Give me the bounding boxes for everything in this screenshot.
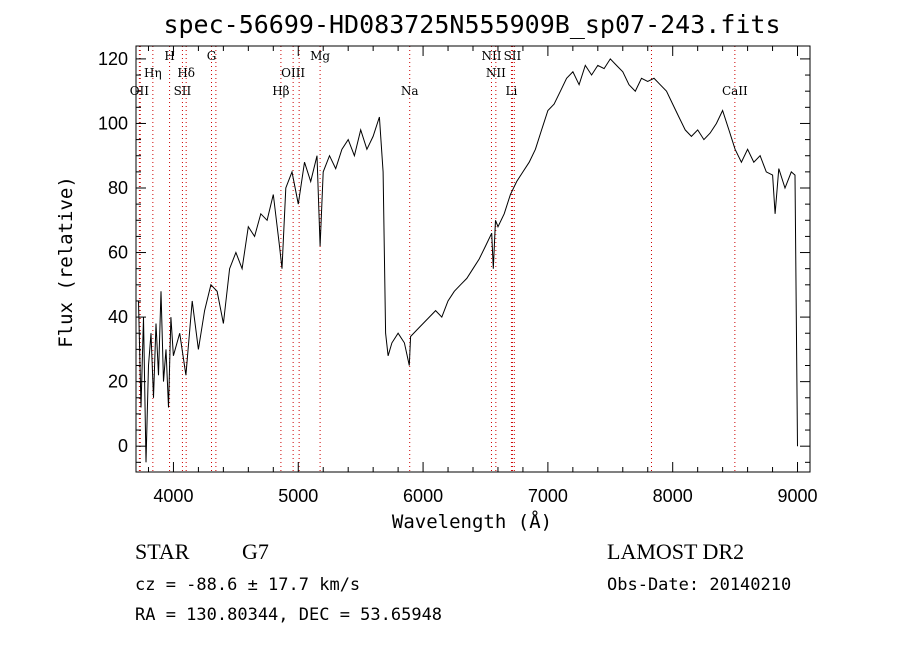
marker-label-oiii: OIII bbox=[281, 66, 305, 80]
x-tick-label: 9000 bbox=[777, 486, 817, 506]
x-tick-label: 7000 bbox=[528, 486, 568, 506]
coordinates: RA = 130.80344, DEC = 53.65948 bbox=[135, 605, 442, 625]
marker-label-nii: NII bbox=[481, 49, 501, 63]
marker-label-hβ: Hβ bbox=[272, 84, 289, 98]
spectral-subclass: G7 bbox=[242, 539, 269, 564]
marker-label-na: Na bbox=[401, 84, 419, 98]
marker-label-sii: SII bbox=[174, 84, 192, 98]
y-tick-label: 120 bbox=[98, 49, 128, 69]
x-axis: 4000 5000 6000 7000 8000 9000 bbox=[147, 46, 818, 506]
emission-line-markers bbox=[138, 46, 736, 472]
y-tick-label: 0 bbox=[118, 436, 128, 456]
x-tick-label: 8000 bbox=[653, 486, 693, 506]
y-tick-label: 60 bbox=[108, 243, 128, 263]
spectrum-line bbox=[138, 58, 798, 463]
observation-date: Obs-Date: 20140210 bbox=[607, 575, 791, 595]
marker-label-caii: CaII bbox=[722, 84, 748, 98]
y-tick-label: 40 bbox=[108, 307, 128, 327]
x-tick-label: 5000 bbox=[278, 486, 318, 506]
chart-title: spec-56699-HD083725N555909B_sp07-243.fit… bbox=[163, 10, 780, 39]
x-axis-label: Wavelength (Å) bbox=[392, 510, 552, 533]
y-tick-label: 100 bbox=[98, 113, 128, 133]
marker-label-sii: SII bbox=[504, 49, 522, 63]
x-tick-label: 6000 bbox=[403, 486, 443, 506]
plot-frame bbox=[135, 45, 811, 473]
survey-name: LAMOST DR2 bbox=[607, 539, 744, 564]
object-type: STAR bbox=[135, 539, 190, 564]
x-tick-label: 4000 bbox=[153, 486, 193, 506]
marker-label-hδ: Hδ bbox=[177, 66, 195, 80]
y-tick-label: 20 bbox=[108, 372, 128, 392]
marker-label-hη: Hη bbox=[144, 66, 162, 80]
marker-label-nii: NII bbox=[486, 66, 506, 80]
marker-label-li: Li bbox=[506, 84, 518, 98]
y-tick-label: 80 bbox=[108, 178, 128, 198]
y-axis-label: Flux (relative) bbox=[55, 176, 77, 348]
marker-label-h: H bbox=[164, 49, 174, 63]
marker-label-g: G bbox=[207, 49, 217, 63]
y-axis: 0 20 40 60 80 100 120 bbox=[98, 49, 810, 463]
marker-label-mg: Mg bbox=[310, 49, 330, 63]
redshift-velocity: cz = -88.6 ± 17.7 km/s bbox=[135, 575, 360, 595]
